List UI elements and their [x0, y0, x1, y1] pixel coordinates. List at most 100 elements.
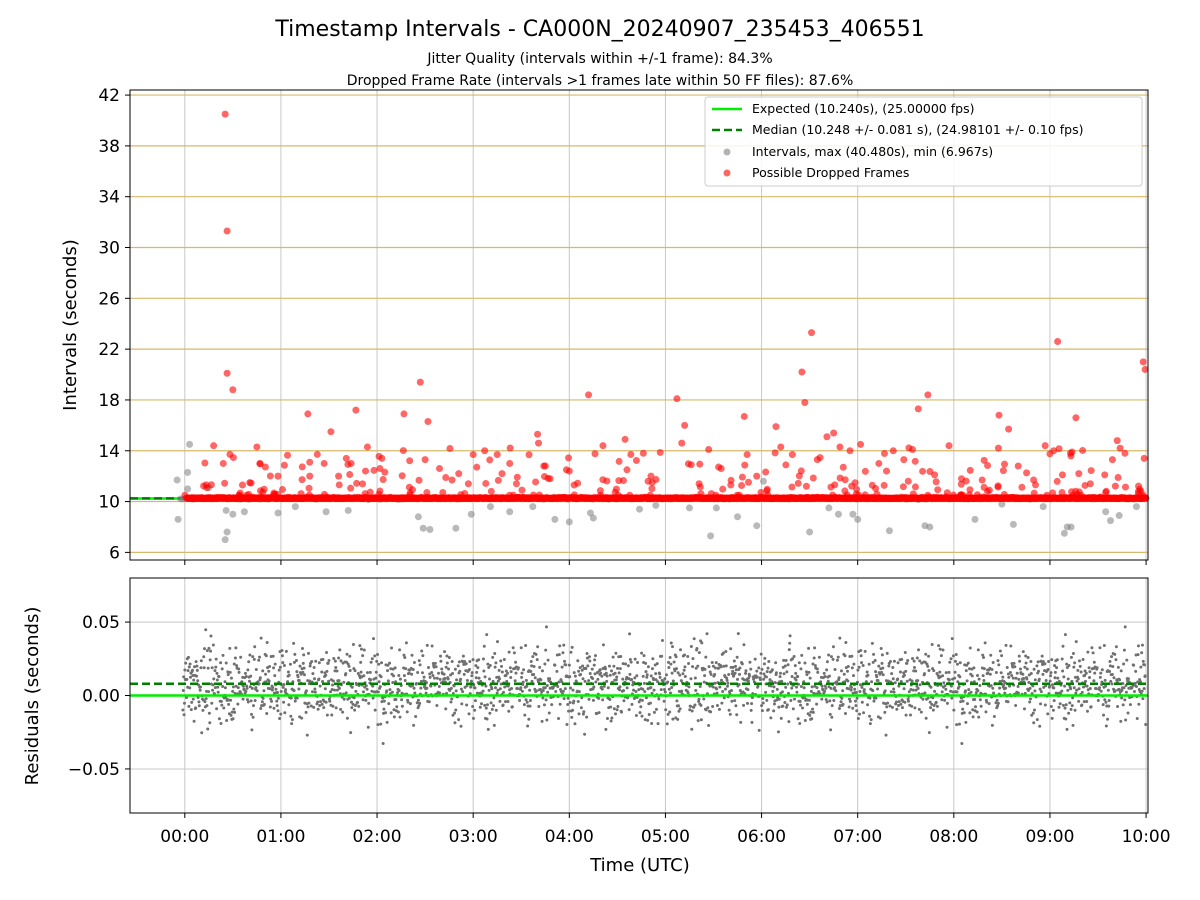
residual-point [450, 659, 454, 663]
residual-point [488, 664, 492, 668]
residual-point [854, 699, 858, 703]
residual-point [948, 660, 952, 664]
residual-point [760, 709, 764, 713]
residual-point [464, 662, 468, 666]
residual-point [390, 690, 394, 694]
residual-point [302, 666, 306, 670]
residual-point [880, 653, 884, 657]
legend-item-median: Median (10.248 +/- 0.081 s), (24.98101 +… [712, 122, 1083, 137]
residual-point [639, 705, 643, 709]
residual-point [302, 653, 306, 657]
residual-point [398, 648, 402, 652]
residual-point [874, 670, 878, 674]
residual-point [1088, 670, 1092, 674]
residual-point [376, 653, 380, 657]
residual-point [213, 669, 217, 673]
residual-point [403, 656, 407, 660]
residual-point [676, 717, 680, 721]
residual-point [836, 655, 840, 659]
dropped-frame-point [1081, 481, 1089, 489]
residual-point [270, 699, 274, 703]
residual-point [868, 722, 872, 726]
residual-point [558, 644, 562, 648]
residual-point [514, 671, 518, 675]
residual-point [474, 676, 478, 680]
dropped-frame-point [727, 476, 735, 484]
dropped-frame-point [320, 490, 328, 498]
residual-point [484, 706, 488, 710]
residual-point [361, 690, 365, 694]
residual-point [962, 711, 966, 715]
residual-point [837, 676, 841, 680]
residual-point [584, 667, 588, 671]
residual-point [686, 691, 690, 695]
residual-point [666, 660, 670, 664]
residual-point [425, 643, 429, 647]
residual-point [440, 667, 444, 671]
residual-point [1119, 669, 1123, 673]
residual-point [257, 658, 261, 662]
residual-point [1091, 651, 1095, 655]
residual-point [219, 721, 223, 725]
residual-point [736, 632, 740, 636]
residual-point [739, 720, 743, 724]
residual-point [1107, 698, 1111, 702]
residual-point [252, 657, 256, 661]
residual-point [601, 643, 605, 647]
interval-point [173, 476, 181, 484]
residual-point [904, 669, 908, 673]
intervals-y-axis-label: Intervals (seconds) [60, 239, 81, 411]
residual-point [428, 675, 432, 679]
residual-point [557, 653, 561, 657]
residual-point [890, 672, 894, 676]
residual-point [923, 672, 927, 676]
residual-point [457, 660, 461, 664]
residual-point [186, 669, 190, 673]
residual-point [709, 672, 713, 676]
residual-point [533, 676, 537, 680]
dropped-frame-point [226, 450, 234, 458]
residual-point [972, 666, 976, 670]
residual-point [202, 655, 206, 659]
residual-point [368, 670, 372, 674]
dropped-frame-point [493, 451, 501, 459]
residual-point [764, 675, 768, 679]
residual-point [646, 665, 650, 669]
intervals-ytick-label: 42 [98, 86, 120, 106]
residual-point [258, 655, 262, 659]
dropped-frame-point [1066, 449, 1074, 457]
residual-point [254, 667, 258, 671]
residual-point [825, 668, 829, 672]
residual-point [660, 654, 664, 658]
dropped-frame-point [619, 477, 627, 485]
residual-point [239, 655, 243, 659]
dropped-frame-point [757, 488, 765, 496]
residual-point [333, 688, 337, 692]
residual-point [275, 704, 279, 708]
residual-point [680, 689, 684, 693]
residual-point [412, 723, 416, 727]
residual-point [358, 644, 362, 648]
residual-point [950, 696, 954, 700]
residual-point [477, 658, 481, 662]
dropped-frame-point [809, 474, 817, 482]
residual-point [958, 661, 962, 665]
residual-point [783, 664, 787, 668]
residual-point [532, 673, 536, 677]
residual-point [917, 707, 921, 711]
residual-point [798, 699, 802, 703]
residual-point [709, 710, 713, 714]
dropped-frame-point [1050, 447, 1058, 455]
dropped-frame-point [570, 491, 578, 499]
residual-point [1080, 690, 1084, 694]
residual-point [220, 703, 224, 707]
residual-point [1010, 673, 1014, 677]
residual-point [876, 687, 880, 691]
residual-point [635, 674, 639, 678]
residual-point [611, 655, 615, 659]
residual-point [405, 710, 409, 714]
residual-point [473, 708, 477, 712]
residual-point [347, 696, 351, 700]
